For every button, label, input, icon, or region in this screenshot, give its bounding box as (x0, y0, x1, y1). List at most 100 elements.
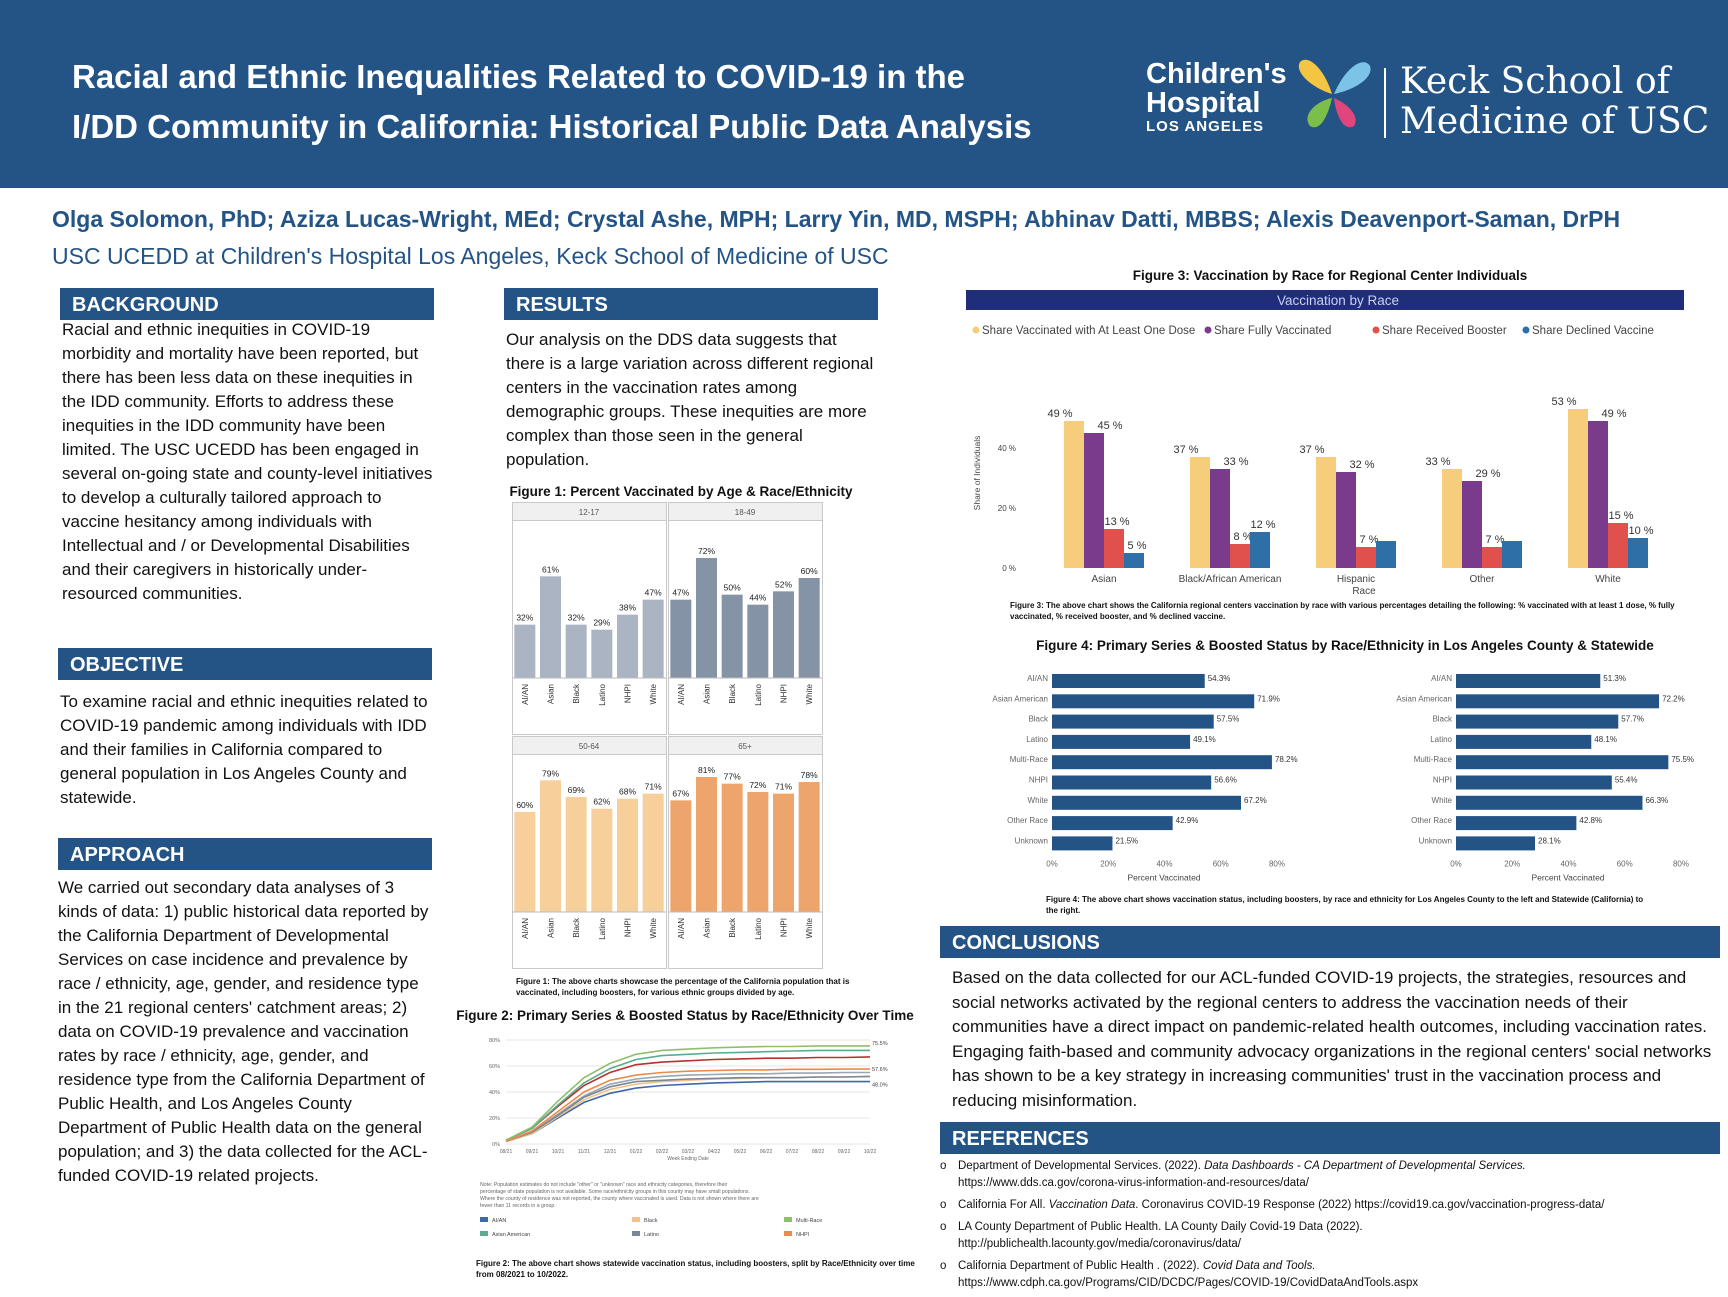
fig2-series-line (505, 1068, 870, 1143)
fig3-data-label: 37 % (1299, 444, 1324, 456)
fig1-tick-label: NHPI (780, 684, 789, 703)
fig3-bar (1230, 544, 1250, 568)
fig1-data-label: 29% (593, 618, 610, 628)
references-heading: REFERENCES (940, 1122, 1720, 1154)
fig1-tick-label: Asian (547, 684, 556, 704)
fig1-bar (514, 812, 536, 912)
title-line-2: I/DD Community in California: Historical… (72, 108, 1032, 145)
fig3-data-label: 5 % (1128, 540, 1147, 552)
fig1-data-label: 72% (698, 546, 715, 556)
fig4-bar (1052, 734, 1191, 749)
fig2-y-tick: 0% (492, 1142, 500, 1148)
title-line-1: Racial and Ethnic Inequalities Related t… (72, 58, 966, 95)
fig3-data-label: 33 % (1223, 456, 1248, 468)
fig1-data-label: 81% (698, 765, 715, 775)
fig4-category-label: Multi-Race (1010, 755, 1049, 764)
fig4-category-label: Black (1432, 715, 1453, 724)
fig4-x-label: Percent Vaccinated (1127, 873, 1200, 883)
fig4-bar (1052, 694, 1255, 709)
fig2-y-tick: 20% (489, 1116, 500, 1122)
reference-link[interactable]: . Coronavirus COVID-19 Response (2022) h… (1135, 1199, 1605, 1211)
fig3-bar (1442, 469, 1462, 568)
fig1-tick-label: Asian (547, 918, 556, 938)
reference-link[interactable]: http://publichealth.lacounty.gov/media/c… (958, 1238, 1241, 1250)
fig3-y-tick: 40 % (998, 444, 1016, 453)
fig4-data-label: 28.1% (1538, 836, 1561, 845)
background-text: Racial and ethnic inequities in COVID-19… (62, 320, 433, 603)
fig3-bar (1104, 529, 1124, 568)
fig2-y-tick: 40% (489, 1090, 500, 1096)
fig2-note-line: Where the county of residence was not re… (480, 1196, 759, 1202)
fig3-legend-label: Share Declined Vaccine (1532, 325, 1654, 337)
fig2-x-tick: 05/22 (734, 1149, 747, 1155)
fig2-legend-swatch (480, 1231, 488, 1236)
fig3-banner-text: Vaccination by Race (1277, 293, 1399, 308)
fig2-legend-label: Latino (644, 1232, 659, 1238)
reference-link[interactable]: https://www.dds.ca.gov/corona-virus-info… (958, 1177, 1309, 1189)
fig4-data-label: 55.4% (1615, 776, 1638, 785)
fig1-data-label: 50% (724, 583, 741, 593)
fig4-category-label: NHPI (1029, 776, 1048, 785)
fig3-bar (1568, 409, 1588, 568)
fig1-tick-label: AI/AN (677, 684, 686, 705)
fig3-legend-swatch (972, 326, 980, 334)
figure-3-title: Figure 3: Vaccination by Race for Region… (1132, 268, 1528, 283)
fig1-tick-label: NHPI (624, 918, 633, 937)
fig3-x-tick: Black/African American (1179, 574, 1282, 585)
fig1-bar (670, 599, 692, 678)
fig3-x-label: Race (1352, 586, 1376, 596)
fig1-bar (721, 594, 743, 678)
fig4-bar (1456, 674, 1601, 688)
fig1-bar (514, 624, 536, 678)
fig3-bar (1502, 541, 1522, 568)
fig3-bar (1250, 532, 1270, 568)
fig1-panel-header (668, 502, 823, 521)
fig3-bar (1190, 457, 1210, 568)
fig1-data-label: 79% (542, 768, 559, 778)
fig3-bar (1336, 472, 1356, 568)
fig4-data-label: 72.2% (1662, 694, 1685, 703)
fig2-end-label: 48.0% (872, 1083, 888, 1089)
fig2-note-line: percentage of state population is not av… (480, 1189, 750, 1195)
fig4-data-label: 42.8% (1579, 816, 1602, 825)
fig3-bar (1210, 469, 1230, 568)
fig3-data-label: 49 % (1601, 408, 1626, 420)
poster-title: Racial and Ethnic Inequalities Related t… (72, 52, 1102, 152)
fig1-data-label: 32% (516, 613, 533, 623)
fig1-bar (696, 777, 717, 912)
fig1-data-label: 77% (724, 772, 741, 782)
objective-heading: OBJECTIVE (58, 648, 432, 680)
fig1-bar (747, 792, 769, 912)
fig3-data-label: 49 % (1047, 408, 1072, 420)
fig4-bar (1456, 836, 1536, 851)
fig4-category-label: Other Race (1007, 816, 1048, 825)
fig4-bar (1052, 755, 1272, 770)
fig3-legend-swatch (1204, 326, 1212, 334)
fig4-category-label: Other Race (1411, 816, 1452, 825)
fig3-y-label: Share of Individuals (972, 436, 982, 511)
conclusions-heading: CONCLUSIONS (940, 926, 1720, 958)
fig2-series-line (505, 1045, 870, 1141)
fig1-bar (617, 798, 638, 912)
fig3-bar (1124, 553, 1144, 568)
figure-2-chart: 0% 20% 40% 60% 80% 08/21 09/21 10/21 11/21 12/21 0… (480, 1038, 888, 1238)
fig4-x-tick: 40% (1156, 860, 1172, 869)
fig4-data-label: 56.6% (1214, 776, 1237, 785)
fig4-category-label: White (1028, 796, 1049, 805)
fig2-x-tick: 01/22 (630, 1149, 643, 1155)
fig4-bar (1052, 836, 1113, 851)
fig2-legend-label: AI/AN (492, 1218, 506, 1224)
fig2-legend-label: NHPI (796, 1232, 810, 1238)
fig3-banner (966, 290, 1684, 310)
fig4-x-tick: 80% (1673, 860, 1689, 869)
fig3-y-tick: 20 % (998, 504, 1016, 513)
reference-item: o California For All. Vaccination Data. … (940, 1199, 1605, 1211)
fig3-data-label: 15 % (1608, 510, 1633, 522)
results-heading: RESULTS (504, 288, 878, 320)
reference-link[interactable]: https://www.cdph.ca.gov/Programs/CID/DCD… (958, 1277, 1419, 1289)
fig2-y-tick: 80% (489, 1038, 500, 1044)
fig4-data-label: 57.7% (1621, 715, 1644, 724)
fig1-tick-label: White (649, 917, 658, 938)
objective-text: To examine racial and ethnic inequities … (60, 692, 428, 807)
fig2-series-line (505, 1049, 870, 1141)
